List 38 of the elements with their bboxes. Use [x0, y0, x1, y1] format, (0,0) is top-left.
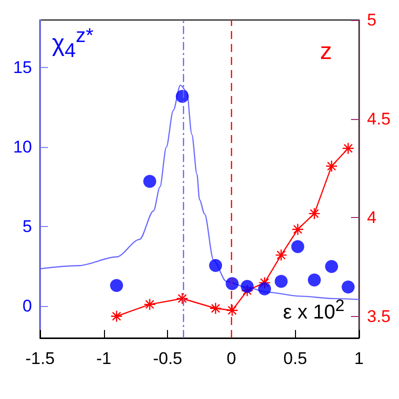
- point: [275, 248, 288, 262]
- point: [308, 273, 321, 286]
- x-axis-title: ε x 10$^{2}$: [283, 296, 345, 324]
- y2-tick-label: 5: [367, 10, 376, 30]
- y-tick-label: 5: [22, 217, 32, 236]
- point: [226, 277, 239, 290]
- x-tick-label: 0: [226, 349, 236, 368]
- point: [226, 304, 238, 316]
- x-tick-label: 1: [354, 349, 364, 368]
- point: [110, 310, 123, 322]
- point: [240, 280, 254, 293]
- point: [144, 298, 156, 311]
- point: [342, 142, 354, 154]
- point: [291, 240, 304, 254]
- point: [292, 223, 304, 236]
- point: [308, 207, 320, 220]
- y2-tick-label: 4: [367, 208, 376, 228]
- y2-tick-label: 3.5: [367, 306, 391, 326]
- point: [209, 302, 222, 314]
- x-tick-label: 0.5: [283, 349, 308, 368]
- point: [258, 282, 272, 296]
- y-tick-label: 10: [13, 138, 32, 157]
- y-tick-label: 15: [13, 58, 32, 78]
- point: [143, 174, 156, 188]
- point: [176, 90, 189, 103]
- y2-axis-title: z: [320, 38, 332, 65]
- point: [325, 260, 338, 273]
- y2-tick-label: 4.5: [367, 109, 391, 128]
- point: [209, 259, 222, 272]
- y-tick-label: 0: [22, 296, 32, 316]
- point: [325, 160, 338, 172]
- x-tick-label: -0.5: [152, 349, 182, 368]
- point: [176, 292, 188, 305]
- point: [110, 279, 124, 292]
- x-tick-label: -1.5: [25, 349, 55, 368]
- x-tick-label: -1: [96, 349, 112, 368]
- point: [274, 274, 288, 288]
- point: [342, 280, 355, 294]
